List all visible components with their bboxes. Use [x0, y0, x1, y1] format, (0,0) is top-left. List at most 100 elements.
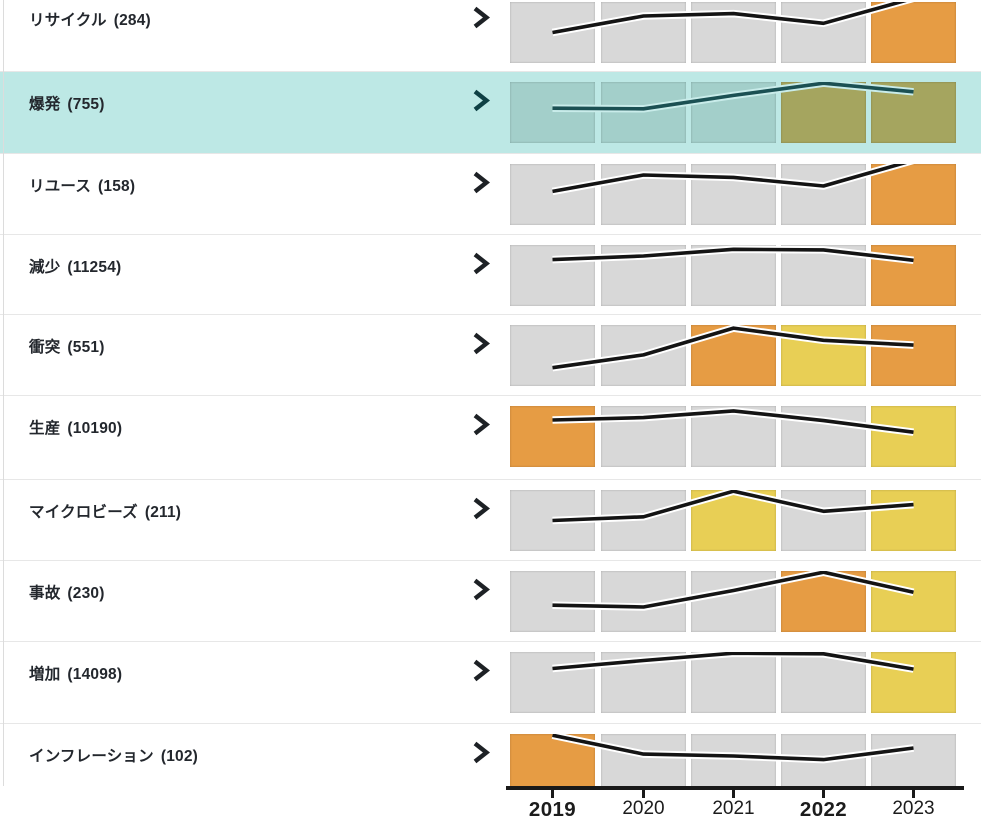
heatmap-cell: [601, 734, 686, 786]
heatmap-cell: [510, 571, 595, 632]
axis-tick: [732, 790, 735, 798]
sparkline: [552, 245, 914, 265]
keyword-row[interactable]: 生産 (10190): [0, 395, 981, 479]
keyword-count: (284): [113, 12, 151, 29]
sparkline: [551, 2, 915, 37]
chevron-right-path: [473, 332, 490, 355]
axis-year-label: 2020: [622, 798, 665, 819]
axis-year-label: 2023: [892, 798, 935, 819]
heatmap-cell: [871, 406, 956, 467]
keyword-label: 爆発 (755): [29, 92, 105, 114]
keyword-count: (551): [67, 339, 105, 356]
keyword-text: マイクロビーズ: [29, 504, 138, 521]
chevron-right-icon[interactable]: [472, 497, 490, 520]
keyword-text: リユース: [29, 178, 92, 195]
heatmap-cell: [510, 652, 595, 713]
axis-year-label: 2021: [712, 798, 755, 819]
axis-year-label: 2019: [528, 798, 577, 821]
chevron-right-path: [473, 6, 490, 29]
keyword-label: リユース (158): [29, 174, 135, 196]
chevron-right-icon[interactable]: [472, 741, 490, 764]
keyword-row[interactable]: 減少 (11254): [0, 234, 981, 314]
chevron-right-icon[interactable]: [472, 332, 490, 355]
year-axis: 2019 2020 2021 2022 2023: [0, 786, 981, 829]
trend-heatmap: [510, 490, 956, 551]
heatmap-cell: [871, 325, 956, 386]
keyword-count: (211): [144, 504, 182, 521]
heatmap-cell: [781, 82, 866, 143]
trend-heatmap: [510, 82, 956, 143]
keyword-label: 衝突 (551): [29, 335, 105, 357]
trend-heatmap: [510, 571, 956, 632]
heatmap-cell: [871, 490, 956, 551]
chevron-right-path: [473, 252, 490, 275]
sparkline: [551, 164, 915, 196]
axis-tick: [642, 790, 645, 798]
keyword-count: (755): [67, 96, 105, 113]
chevron-right-path: [473, 578, 490, 601]
chevron-right-path: [473, 497, 490, 520]
chevron-right-icon[interactable]: [472, 659, 490, 682]
heatmap-cell: [871, 734, 956, 786]
keyword-row[interactable]: 衝突 (551): [0, 314, 981, 395]
keyword-row[interactable]: 爆発 (755): [0, 71, 981, 153]
chevron-right-path: [473, 171, 490, 194]
sparkline: [552, 490, 914, 525]
keyword-row[interactable]: リユース (158): [0, 153, 981, 234]
chevron-right-path: [473, 741, 490, 764]
keyword-row[interactable]: 事故 (230): [0, 560, 981, 641]
heatmap-cell: [510, 82, 595, 143]
trend-heatmap: [510, 734, 956, 786]
sparkline: [552, 571, 915, 611]
chevron-right-icon[interactable]: [472, 252, 490, 275]
keyword-label: 事故 (230): [29, 581, 105, 603]
keyword-text: 減少: [29, 259, 61, 276]
sparkline-path: [552, 164, 908, 194]
keyword-count: (10190): [67, 420, 123, 437]
chevron-right-icon[interactable]: [472, 6, 490, 29]
sparkline: [552, 407, 914, 436]
keyword-row[interactable]: マイクロビーズ (211): [0, 479, 981, 560]
heatmap-cell: [781, 490, 866, 551]
axis-year-label: 2022: [799, 798, 848, 821]
chevron-right-icon[interactable]: [472, 578, 490, 601]
keyword-label: リサイクル (284): [29, 8, 151, 30]
sparkline-halo: [552, 407, 914, 436]
axis-tick: [551, 790, 554, 798]
keyword-text: 事故: [29, 585, 61, 602]
keyword-row[interactable]: 増加 (14098): [0, 641, 981, 723]
keyword-row[interactable]: リサイクル (284): [0, 0, 981, 71]
keyword-count: (14098): [67, 666, 123, 683]
chevron-right-icon[interactable]: [472, 171, 490, 194]
keyword-label: インフレーション (102): [29, 744, 198, 766]
trend-heatmap: [510, 164, 956, 225]
axis-baseline: [506, 786, 964, 790]
keyword-text: 爆発: [29, 96, 61, 113]
chevron-right-icon[interactable]: [472, 89, 490, 112]
sparkline-path: [552, 571, 914, 609]
sparkline-path: [552, 409, 914, 434]
sparkline-path: [552, 247, 914, 263]
keyword-row[interactable]: インフレーション (102): [0, 723, 981, 786]
keyword-count: (102): [160, 748, 199, 765]
trend-heatmap: [510, 245, 956, 306]
sparkline-path: [552, 490, 914, 523]
heatmap-cell: [871, 571, 956, 632]
axis-tick: [822, 790, 825, 798]
keyword-text: リサイクル: [29, 12, 107, 29]
keyword-label: 減少 (11254): [29, 255, 121, 277]
keyword-text: 衝突: [29, 339, 61, 356]
sparkline-path: [552, 326, 914, 370]
sparkline-halo: [551, 2, 915, 37]
sparkline-path: [552, 734, 914, 762]
keyword-text: 生産: [29, 420, 61, 437]
heatmap-cell: [510, 325, 595, 386]
panel-left-border: [3, 0, 4, 786]
chevron-right-icon[interactable]: [472, 413, 490, 436]
chevron-right-path: [473, 413, 490, 436]
heatmap-cell: [510, 164, 595, 225]
sparkline-path: [552, 2, 907, 35]
chevron-right-path: [473, 89, 490, 112]
heatmap-cell: [871, 2, 956, 63]
